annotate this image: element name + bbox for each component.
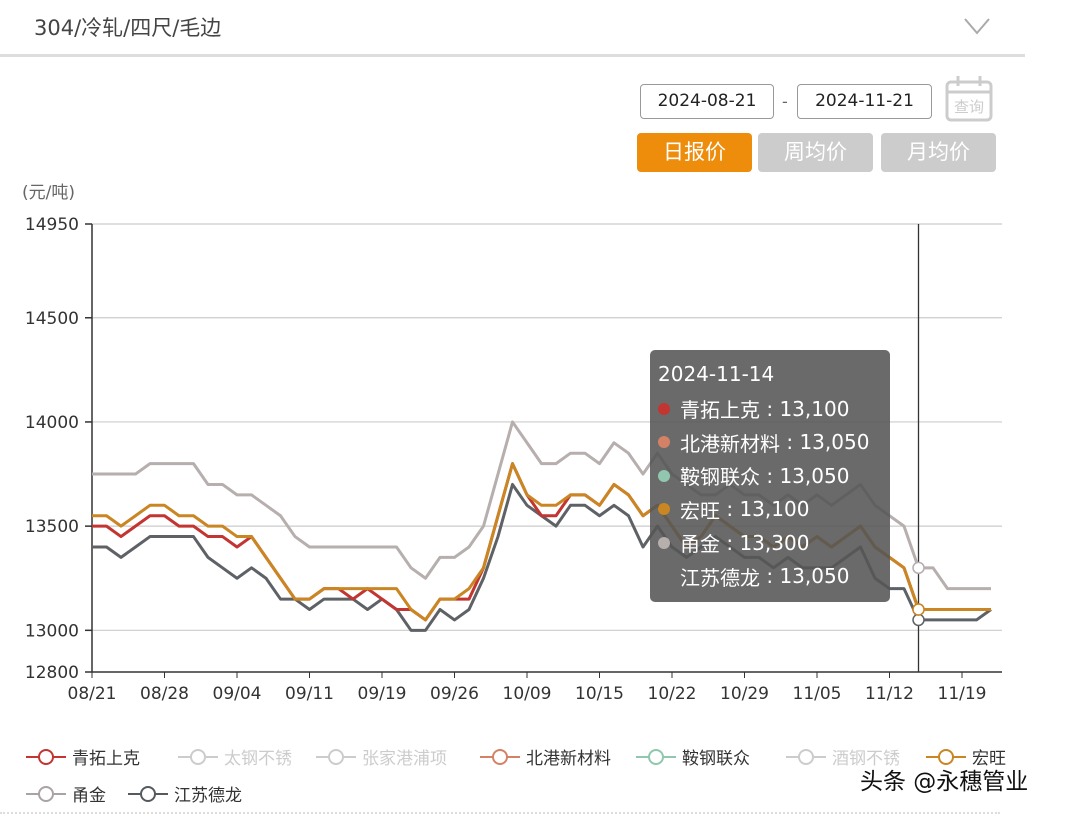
- x-tick-label: 08/28: [140, 684, 189, 704]
- legend-item[interactable]: 北港新材料: [480, 744, 611, 769]
- query-calendar-button[interactable]: 查询: [944, 74, 994, 124]
- legend-label: 北港新材料: [526, 749, 611, 769]
- series-dot-icon: [658, 436, 670, 449]
- x-tick-label: 11/05: [793, 684, 842, 704]
- legend-item[interactable]: 江苏德龙: [128, 781, 242, 806]
- legend-label: 甬金: [72, 786, 106, 806]
- tab-monthly-average[interactable]: 月均价: [881, 133, 996, 172]
- legend-label: 太钢不锈: [224, 749, 292, 769]
- end-date-input[interactable]: 2024-11-21: [797, 84, 932, 119]
- hover-point: [912, 613, 925, 627]
- tooltip-value: 13,100: [779, 396, 850, 421]
- x-tick-label: 10/09: [503, 684, 552, 704]
- legend-label: 江苏德龙: [174, 786, 242, 806]
- series-dot-icon: [658, 503, 670, 516]
- series-dot-icon: [658, 570, 670, 582]
- tooltip-value: 13,050: [779, 564, 850, 589]
- start-date-input[interactable]: 2024-08-21: [640, 84, 774, 119]
- tooltip-value: 13,050: [779, 463, 850, 488]
- tooltip-row: 北港新材料 : 13,050: [658, 426, 882, 460]
- legend-item[interactable]: 甬金: [26, 781, 106, 806]
- legend-line-circle-icon: [786, 748, 826, 765]
- date-separator: -: [782, 92, 788, 111]
- legend-item[interactable]: 张家港浦项: [316, 744, 447, 769]
- query-label: 查询: [954, 98, 984, 116]
- tooltip-series-name: 江苏德龙: [680, 565, 760, 590]
- x-tick-label: 11/19: [938, 684, 987, 704]
- legend-line-circle-icon: [926, 748, 966, 765]
- legend-item[interactable]: 青拓上克: [26, 744, 140, 769]
- tooltip-series-name: 鞍钢联众: [680, 465, 760, 490]
- x-tick-label: 09/19: [358, 684, 407, 704]
- tooltip-value: 13,100: [739, 497, 810, 522]
- tooltip-value: 13,300: [739, 530, 810, 555]
- tooltip-row: 鞍钢联众 : 13,050: [658, 459, 882, 493]
- tooltip-series-name: 宏旺: [680, 498, 720, 523]
- tooltip-row: 甬金 : 13,300: [658, 526, 882, 560]
- y-tick-label: 14000: [25, 413, 79, 433]
- tooltip-value: 13,050: [799, 430, 870, 455]
- tab-weekly-average[interactable]: 周均价: [758, 133, 873, 172]
- tooltip-series-name: 甬金: [680, 532, 720, 557]
- tab-daily-price[interactable]: 日报价: [637, 133, 752, 172]
- hover-point: [912, 603, 925, 616]
- tooltip-row: 青拓上克 : 13,100: [658, 392, 882, 426]
- legend-line-circle-icon: [26, 785, 66, 802]
- y-tick-label: 14500: [25, 309, 79, 329]
- separator: :: [780, 430, 800, 455]
- y-tick-label: 12800: [25, 663, 79, 683]
- series-dot-icon: [658, 536, 670, 549]
- legend-item[interactable]: 鞍钢联众: [636, 744, 750, 769]
- legend-label: 鞍钢联众: [682, 749, 750, 769]
- tooltip-series-name: 北港新材料: [680, 431, 780, 456]
- x-tick-label: 09/11: [285, 684, 334, 704]
- y-tick-label: 13000: [25, 621, 79, 641]
- legend-label: 张家港浦项: [362, 749, 447, 769]
- series-dot-icon: [658, 402, 670, 415]
- separator: :: [720, 497, 740, 522]
- legend-line-circle-icon: [480, 748, 520, 765]
- x-tick-label: 09/26: [430, 684, 479, 704]
- separator: :: [760, 463, 780, 488]
- x-tick-label: 10/15: [575, 684, 624, 704]
- legend-item[interactable]: 宏旺: [926, 744, 1006, 769]
- legend-line-circle-icon: [316, 748, 356, 765]
- series-dot-icon: [658, 469, 670, 482]
- x-tick-label: 10/22: [648, 684, 697, 704]
- legend-line-circle-icon: [178, 748, 218, 765]
- hover-point: [912, 561, 925, 575]
- legend-item[interactable]: 太钢不锈: [178, 744, 292, 769]
- header: 304/冷轧/四尺/毛边: [0, 0, 1025, 57]
- legend-line-circle-icon: [26, 748, 66, 765]
- calendar-icon: 查询: [945, 76, 993, 122]
- legend-line-circle-icon: [128, 785, 168, 802]
- chevron-down-icon[interactable]: [962, 10, 992, 40]
- y-axis-unit-label: (元/吨): [22, 183, 75, 203]
- divider: [0, 812, 1000, 814]
- product-title: 304/冷轧/四尺/毛边: [34, 16, 222, 40]
- tooltip-row: 江苏德龙 : 13,050: [658, 560, 882, 594]
- separator: :: [760, 564, 780, 589]
- legend-line-circle-icon: [636, 748, 676, 765]
- legend-label: 宏旺: [972, 749, 1006, 769]
- tooltip-date: 2024-11-14: [658, 362, 775, 386]
- x-tick-label: 10/29: [720, 684, 769, 704]
- watermark: 头条 @永穗管业: [860, 769, 1029, 795]
- x-tick-label: 08/21: [68, 684, 117, 704]
- legend-label: 青拓上克: [72, 749, 140, 769]
- y-tick-label: 13500: [25, 517, 79, 537]
- separator: :: [720, 530, 740, 555]
- tooltip-row: 宏旺 : 13,100: [658, 493, 882, 527]
- tooltip: 2024-11-14 青拓上克 : 13,100 北港新材料 : 13,050 鞍钢…: [650, 350, 890, 602]
- separator: :: [760, 396, 780, 421]
- y-tick-label: 14950: [25, 215, 79, 235]
- legend-item[interactable]: 酒钢不锈: [786, 744, 900, 769]
- legend-label: 酒钢不锈: [832, 749, 900, 769]
- x-tick-label: 09/04: [213, 684, 262, 704]
- tooltip-series-name: 青拓上克: [680, 398, 760, 423]
- x-tick-label: 11/12: [865, 684, 914, 704]
